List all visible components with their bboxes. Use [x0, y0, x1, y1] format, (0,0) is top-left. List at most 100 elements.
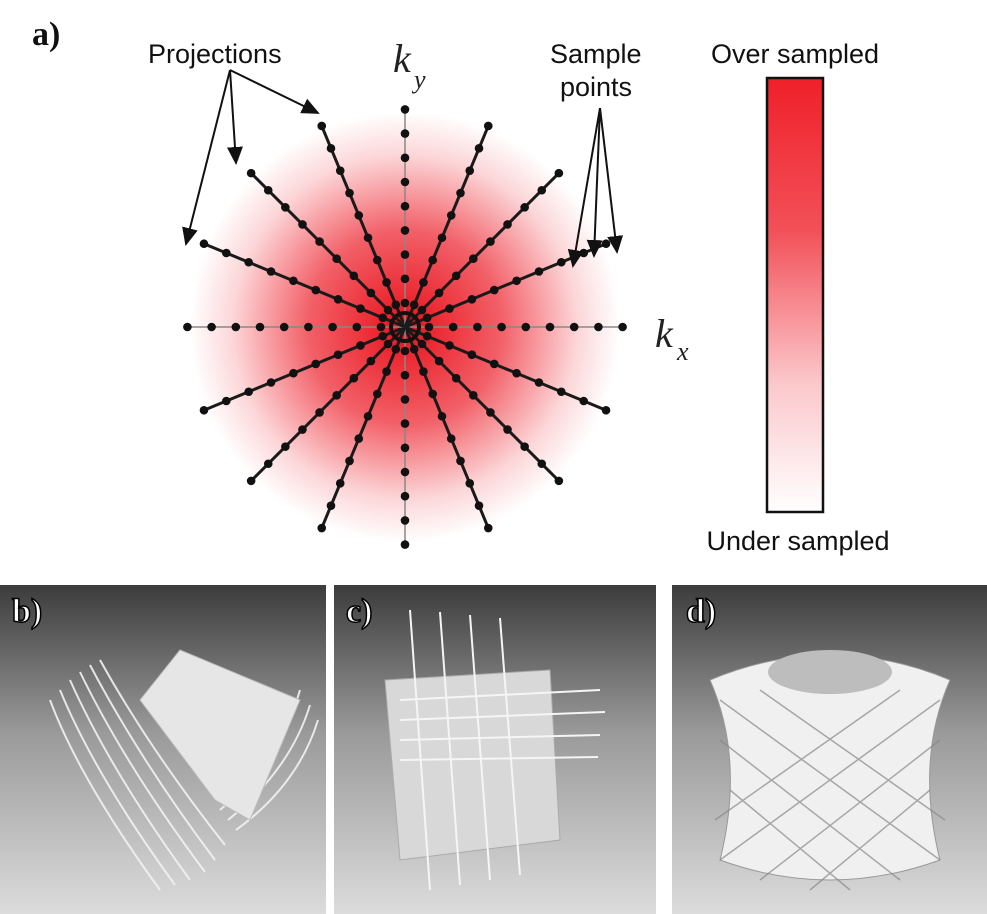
sample-point [490, 286, 499, 295]
sample-point [465, 166, 474, 175]
colorbar-bottom-label: Under sampled [706, 526, 889, 556]
sample-point [484, 524, 493, 533]
sample-point [256, 323, 265, 332]
sample-point [328, 323, 337, 332]
sample-point [401, 202, 410, 211]
sample-point [207, 323, 216, 332]
sample-point [520, 442, 529, 451]
sample-point [449, 323, 458, 332]
sample-point [602, 239, 611, 248]
sample-point [367, 357, 376, 366]
sample-point [401, 226, 410, 235]
sample-point [377, 323, 386, 332]
sample-point [469, 391, 478, 400]
sample-point [200, 406, 209, 415]
sample-point [410, 345, 419, 354]
panel-label: c) [346, 593, 372, 630]
sample-point [447, 211, 456, 220]
sample-point [392, 345, 401, 354]
sample-point [350, 374, 359, 383]
panel-label: b) [12, 593, 42, 630]
sample-point [289, 369, 298, 378]
sample-point [537, 459, 546, 468]
sample-point [382, 367, 391, 376]
sample-point [425, 323, 434, 332]
sample-point [298, 220, 307, 229]
panel-b: b) [0, 585, 326, 914]
sample-point [428, 390, 437, 399]
panel-d: d) [672, 585, 987, 914]
sample-point [486, 408, 495, 417]
kx-label: k [655, 311, 674, 356]
sample-point [222, 249, 231, 258]
sample-point [298, 425, 307, 434]
sample-point [401, 275, 410, 284]
sample-point [281, 442, 290, 451]
sample-point [264, 186, 273, 195]
sample-point [247, 169, 256, 178]
sample-point [410, 301, 419, 310]
sample-point [373, 256, 382, 265]
sample-point [353, 323, 362, 332]
sample-point [264, 459, 273, 468]
sample-point [401, 178, 410, 187]
sample-point [364, 412, 373, 421]
sample-point [423, 332, 432, 341]
sample-point [435, 357, 444, 366]
figure-svg: a) Projections k y k x Sample points Ove… [0, 0, 987, 914]
sample-point [475, 144, 484, 153]
sample-point [579, 397, 588, 406]
sample-point [401, 371, 410, 380]
sample-point [327, 144, 336, 153]
sample-point [401, 347, 410, 356]
sample-point [327, 501, 336, 510]
sample-point [438, 233, 447, 242]
sample-point [468, 295, 477, 304]
sample-point [222, 397, 231, 406]
sample-point [315, 237, 324, 246]
sample-point [468, 350, 477, 359]
sample-point [570, 323, 579, 332]
sample-point [183, 323, 192, 332]
sample-point [401, 540, 410, 549]
sample-point [336, 479, 345, 488]
sample-point [503, 425, 512, 434]
sample-point [364, 233, 373, 242]
sample-point [401, 105, 410, 114]
sample-point [535, 378, 544, 387]
sample-point [452, 272, 461, 281]
sample-point [311, 286, 320, 295]
sample-point [456, 457, 465, 466]
sample-point [535, 267, 544, 276]
sample-point [618, 323, 627, 332]
sample-point [367, 289, 376, 298]
sample-point [289, 276, 298, 285]
sample-point [354, 434, 363, 443]
sample-point [555, 477, 564, 486]
sample-point [345, 189, 354, 198]
sample-point [267, 378, 276, 387]
ky-subscript: y [411, 65, 426, 94]
sample-point [356, 341, 365, 350]
sample-point [332, 391, 341, 400]
sample-point [423, 314, 432, 323]
sample-point [345, 457, 354, 466]
sample-point [469, 254, 478, 263]
sample-point [401, 492, 410, 501]
sample-point [401, 154, 410, 163]
sample-point [401, 516, 410, 525]
sample-point [490, 360, 499, 369]
radial-spokes [183, 105, 627, 549]
sample-point [373, 390, 382, 399]
sample-point [315, 408, 324, 417]
sample-point [401, 299, 410, 308]
sample-point [317, 122, 326, 131]
panel-c: c) [334, 585, 656, 914]
figure: a) Projections k y k x Sample points Ove… [0, 0, 987, 914]
sample-point [401, 129, 410, 138]
ky-label: k [393, 36, 412, 81]
sample-point [602, 406, 611, 415]
sample-point [473, 323, 482, 332]
sample-point [594, 323, 603, 332]
sample-point [281, 203, 290, 212]
